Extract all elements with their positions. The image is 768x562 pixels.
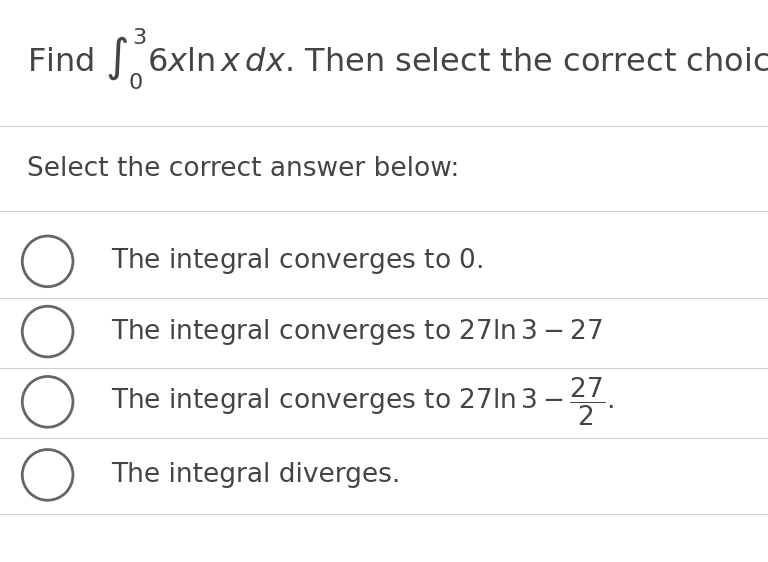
Text: Select the correct answer below:: Select the correct answer below:: [27, 156, 459, 182]
Text: Find $\int_0^3 6x\mathrm{ln}\, x\,dx$. Then select the correct choice.: Find $\int_0^3 6x\mathrm{ln}\, x\,dx$. T…: [27, 26, 768, 92]
Text: The integral converges to $0$.: The integral converges to $0$.: [111, 246, 483, 277]
Text: The integral converges to $27\mathrm{ln}\, 3 - \dfrac{27}{2}$.: The integral converges to $27\mathrm{ln}…: [111, 376, 614, 428]
Text: The integral diverges.: The integral diverges.: [111, 462, 401, 488]
Text: The integral converges to $27\mathrm{ln}\, 3 - 27$: The integral converges to $27\mathrm{ln}…: [111, 316, 604, 347]
